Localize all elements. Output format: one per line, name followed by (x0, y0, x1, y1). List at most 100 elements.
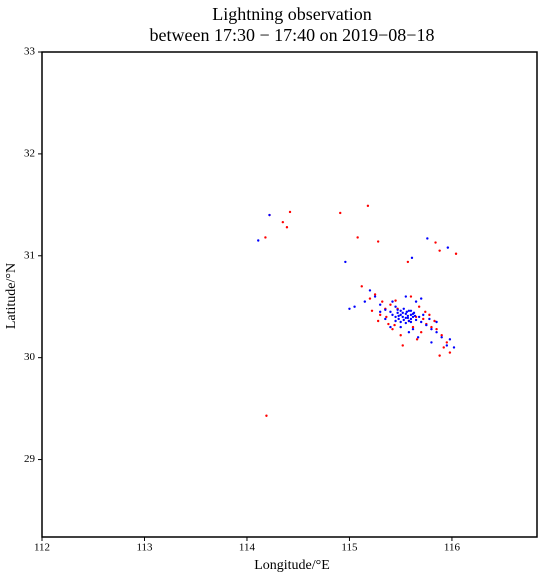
x-tick-label: 115 (341, 542, 358, 554)
lightning-point (426, 237, 429, 240)
lightning-point (363, 300, 367, 303)
lightning-point (399, 309, 402, 313)
lightning-point (397, 314, 400, 318)
x-tick-label: 113 (136, 542, 153, 554)
lightning-point (391, 300, 394, 303)
lightning-point (394, 319, 397, 323)
lightning-point (378, 310, 382, 314)
lightning-point (435, 327, 438, 331)
lightning-point (268, 213, 271, 217)
lightning-point (378, 313, 382, 317)
lightning-point (393, 323, 396, 327)
lightning-point (422, 317, 425, 321)
lightning-point (399, 320, 402, 324)
lightning-point (397, 317, 400, 321)
lightning-point (387, 322, 390, 326)
lightning-point (368, 297, 372, 300)
lightning-point (430, 341, 433, 344)
lightning-point (409, 317, 413, 321)
lightning-point (419, 297, 423, 300)
lightning-point (389, 325, 392, 329)
lightning-point (424, 310, 427, 314)
lightning-point (257, 239, 260, 242)
lightning-point (440, 336, 443, 339)
lightning-point (428, 313, 431, 317)
lightning-point (407, 319, 411, 323)
lightning-point (417, 305, 421, 308)
lightning-point (402, 318, 405, 322)
lightning-point (394, 315, 397, 319)
lightning-point (405, 310, 409, 314)
lightning-point (404, 316, 408, 320)
lightning-point (409, 313, 413, 317)
lightning-point (448, 338, 452, 341)
lightning-point (394, 299, 397, 302)
lightning-point (414, 318, 418, 322)
lightning-point (265, 414, 268, 417)
lightning-point (385, 315, 388, 319)
lightning-point (409, 295, 413, 298)
lightning-point (411, 312, 415, 316)
lightning-point (438, 249, 441, 252)
y-tick-label: 32 (24, 147, 35, 159)
lightning-point (419, 330, 423, 334)
lightning-point (438, 354, 441, 357)
lightning-point (285, 226, 289, 229)
lightning-point (442, 346, 445, 349)
lightning-point (402, 307, 405, 310)
lightning-point (360, 285, 363, 288)
lightning-point (391, 327, 394, 331)
lightning-point (425, 323, 428, 327)
lightning-point (353, 305, 356, 308)
chart-title: Lightning observation (212, 4, 371, 24)
lightning-point (411, 327, 415, 331)
lightning-point (411, 325, 415, 329)
lightning-point (401, 315, 404, 319)
y-tick-label: 31 (24, 249, 35, 261)
lightning-point (399, 334, 402, 337)
lightning-point (368, 289, 372, 292)
lightning-point (406, 316, 410, 320)
lightning-point (396, 308, 399, 311)
lightning-point (415, 338, 419, 341)
lightning-point (435, 330, 438, 334)
lightning-point (376, 319, 380, 323)
lightning-point (370, 309, 374, 313)
lightning-point (414, 300, 418, 303)
lightning-point (430, 325, 433, 329)
lightning-point (339, 211, 342, 215)
lightning-point (406, 314, 410, 318)
y-tick-label: 33 (24, 46, 36, 58)
x-tick-label: 116 (444, 542, 461, 554)
lightning-point (288, 210, 292, 214)
lightning-point (389, 303, 392, 306)
y-tick-label: 29 (24, 453, 36, 465)
lightning-point (435, 320, 438, 324)
lightning-point (428, 317, 431, 321)
lightning-point (366, 204, 370, 208)
lightning-point (348, 307, 351, 310)
lightning-point (407, 330, 411, 334)
lightning-point (404, 321, 408, 325)
lightning-point (413, 314, 417, 318)
lightning-point (381, 300, 384, 303)
lightning-point (401, 344, 404, 347)
lightning-point (391, 313, 394, 317)
lightning-point (384, 317, 387, 321)
lightning-point (376, 240, 380, 243)
lightning-point (422, 313, 425, 317)
lightning-point (404, 295, 408, 298)
lightning-point (416, 336, 420, 339)
x-tick-label: 112 (34, 542, 50, 554)
lightning-point (384, 308, 387, 311)
lightning-point (373, 295, 377, 298)
lightning-point (410, 256, 414, 260)
lightning-point (434, 241, 437, 244)
lightning-point (448, 351, 452, 354)
lightning-point (440, 334, 443, 337)
chart-subtitle: between 17:30 − 17:40 on 2019−08−18 (150, 25, 435, 45)
y-tick-label: 30 (24, 351, 36, 363)
lightning-point (406, 260, 410, 264)
